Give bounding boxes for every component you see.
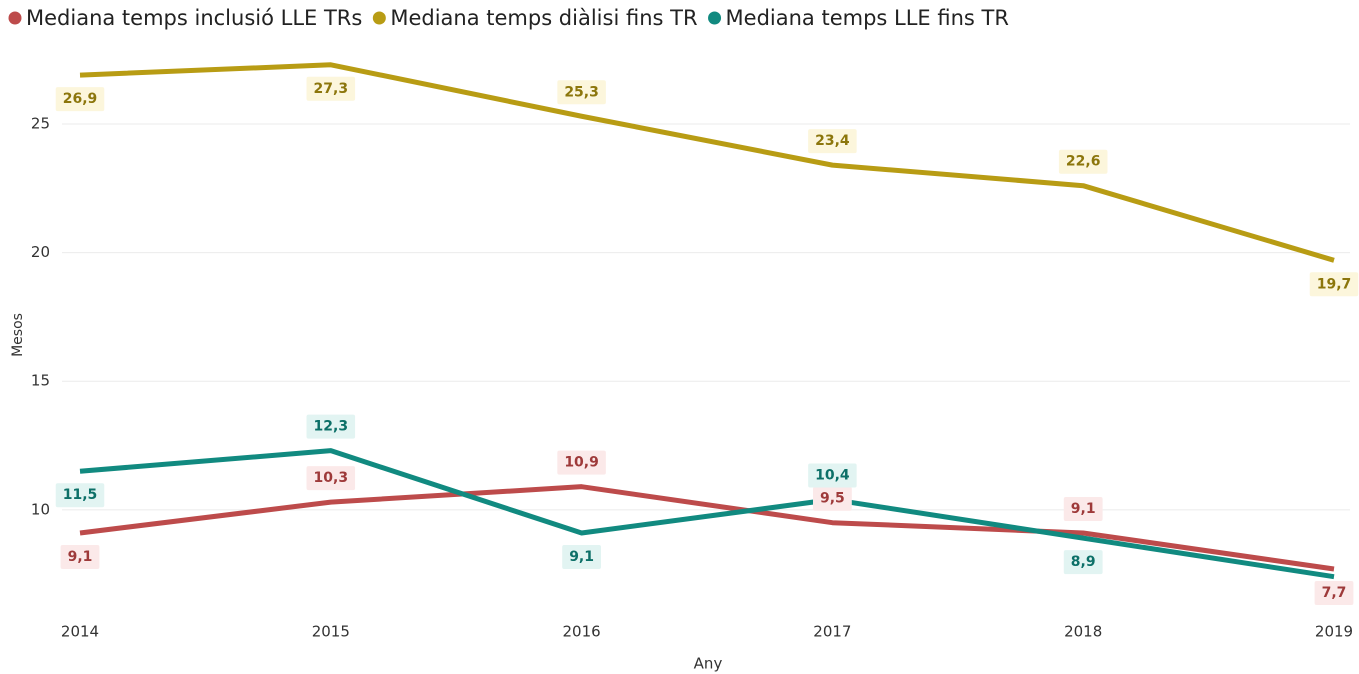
- data-label-box: [1309, 272, 1359, 297]
- legend-label: Mediana temps inclusió LLE TRs: [26, 6, 362, 30]
- data-label-box: [808, 129, 857, 154]
- legend-label: Mediana temps LLE fins TR: [726, 6, 1009, 30]
- data-label-text: 10,4: [815, 468, 850, 484]
- x-tick-label: 2019: [1315, 623, 1353, 641]
- y-tick-label: 20: [31, 243, 50, 261]
- data-label-box: [562, 544, 602, 569]
- x-tick-label: 2015: [312, 623, 350, 641]
- data-label: 10,4: [808, 463, 857, 488]
- data-label: 19,7: [1309, 272, 1359, 297]
- data-label: 11,5: [55, 483, 105, 508]
- y-tick-label: 25: [31, 114, 50, 132]
- data-label-box: [1314, 580, 1354, 605]
- x-tick-label: 2017: [813, 623, 851, 641]
- legend-marker: [8, 11, 22, 25]
- data-label-text: 9,5: [820, 491, 845, 507]
- data-label: 10,3: [306, 466, 356, 491]
- data-label-box: [1063, 550, 1103, 575]
- series-line: [79, 62, 1335, 263]
- data-label-text: 12,3: [314, 419, 349, 435]
- x-axis-label: Any: [694, 655, 723, 673]
- data-label-box: [60, 544, 100, 569]
- data-label-box: [812, 486, 852, 511]
- data-label: 9,1: [1063, 496, 1103, 521]
- data-label: 9,1: [562, 544, 602, 569]
- y-tick-label: 15: [31, 372, 50, 390]
- data-label: 25,3: [557, 80, 606, 105]
- data-label-box: [808, 463, 857, 488]
- data-label: 22,6: [1058, 149, 1108, 174]
- legend-marker: [372, 11, 386, 25]
- data-label-text: 19,7: [1317, 276, 1352, 292]
- data-label-box: [1058, 149, 1108, 174]
- y-tick-label: 10: [31, 500, 50, 518]
- x-tick-label: 2014: [61, 623, 99, 641]
- data-label: 9,1: [60, 544, 100, 569]
- series-line: [79, 484, 1335, 572]
- data-label-box: [1063, 496, 1103, 521]
- data-label-text: 9,1: [68, 549, 93, 565]
- data-label-box: [557, 80, 606, 105]
- data-label-box: [306, 76, 356, 101]
- data-label-text: 22,6: [1066, 154, 1101, 170]
- data-label-text: 26,9: [63, 91, 98, 107]
- data-label: 12,3: [306, 414, 356, 439]
- data-label: 27,3: [306, 76, 356, 101]
- data-label-box: [306, 414, 356, 439]
- data-label-box: [55, 483, 105, 508]
- y-axis-label: Mesos: [10, 313, 26, 357]
- data-label-text: 10,9: [564, 455, 599, 471]
- data-label: 26,9: [55, 87, 105, 112]
- legend-marker: [708, 11, 722, 25]
- data-label: 7,7: [1314, 580, 1354, 605]
- data-label-text: 10,3: [314, 470, 349, 486]
- data-label-text: 8,9: [1071, 554, 1096, 570]
- data-label: 10,9: [557, 450, 606, 475]
- data-label: 23,4: [808, 129, 857, 154]
- data-label-box: [55, 87, 105, 112]
- data-label: 8,9: [1063, 550, 1103, 575]
- data-label-text: 7,7: [1322, 585, 1347, 601]
- data-label-box: [306, 466, 356, 491]
- legend-label: Mediana temps diàlisi fins TR: [390, 6, 697, 30]
- data-label-text: 9,1: [1071, 501, 1096, 517]
- data-label-text: 27,3: [314, 81, 349, 97]
- data-label-text: 23,4: [815, 133, 850, 149]
- data-label-box: [557, 450, 606, 475]
- series-line: [79, 448, 1335, 580]
- data-label-text: 9,1: [569, 549, 594, 565]
- data-label: 9,5: [812, 486, 852, 511]
- x-tick-label: 2016: [563, 623, 601, 641]
- x-tick-label: 2018: [1064, 623, 1102, 641]
- data-label-text: 11,5: [63, 487, 98, 503]
- data-label-text: 25,3: [564, 84, 599, 100]
